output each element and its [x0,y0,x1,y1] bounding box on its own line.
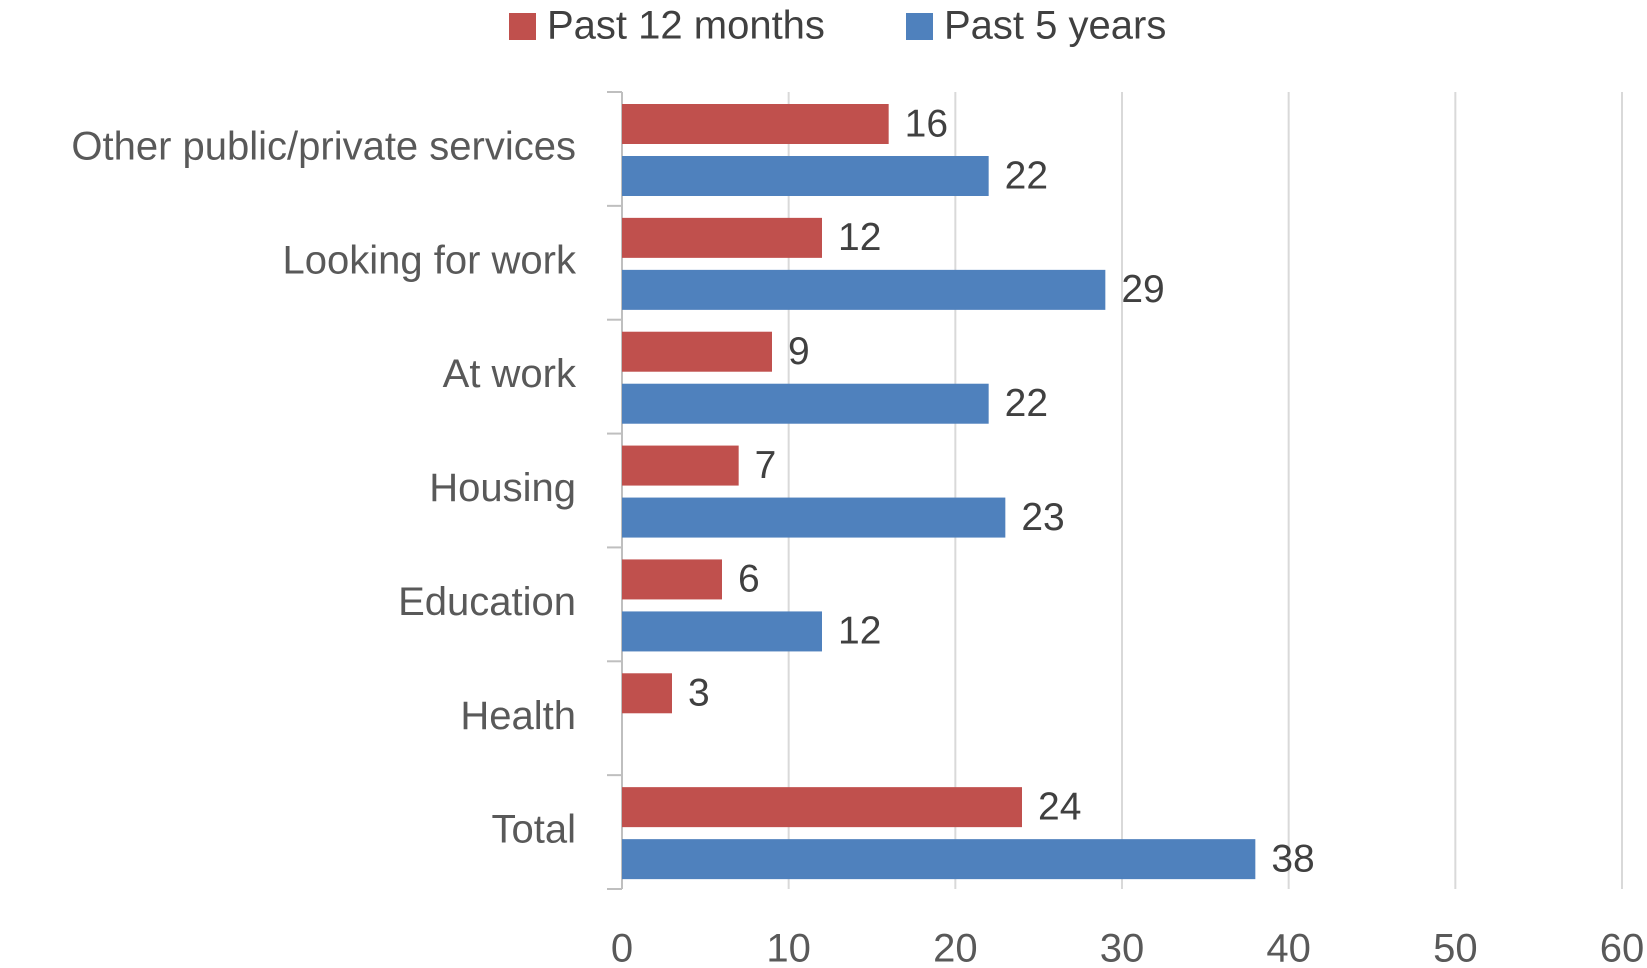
bar [622,156,989,196]
y-tick-label: Housing [429,466,576,510]
x-tick-label: 30 [1100,927,1145,968]
x-tick-label: 10 [766,927,811,968]
data-label: 23 [1021,496,1064,539]
x-tick-label: 20 [933,927,978,968]
data-label: 12 [838,216,881,259]
legend-swatch [509,13,536,40]
x-tick-label: 0 [611,927,633,968]
bar [622,787,1022,828]
data-label: 24 [1038,785,1081,828]
y-tick-label: Total [492,808,577,852]
bar [622,383,989,424]
bar [622,217,822,258]
x-tick-label: 60 [1600,927,1645,968]
bar [622,445,739,486]
data-label: 12 [838,610,881,653]
data-label: 29 [1121,268,1164,311]
x-tick-label: 40 [1266,927,1311,968]
y-tick-label: At work [443,352,577,396]
data-label: 7 [755,444,777,487]
data-label: 3 [688,672,710,715]
y-tick-label: Other public/private services [71,124,576,168]
data-label: 9 [788,330,810,373]
y-tick-label: Health [460,694,576,738]
data-label: 6 [738,558,760,601]
data-label: 22 [1005,382,1048,425]
legend-swatch [906,13,933,40]
bar [622,497,1006,538]
bar [622,331,772,372]
legend-label: Past 12 months [547,4,825,48]
x-tick-label: 50 [1433,927,1478,968]
data-label: 38 [1271,837,1314,880]
data-label: 16 [905,102,948,145]
y-tick-label: Looking for work [283,238,577,282]
legend-label: Past 5 years [944,4,1166,48]
bar [622,611,822,652]
bar [622,269,1106,310]
bar [622,104,889,144]
y-tick-label: Education [398,580,576,624]
bar [622,559,722,600]
bar [622,673,672,714]
data-label: 22 [1005,154,1048,197]
bar [622,839,1256,880]
